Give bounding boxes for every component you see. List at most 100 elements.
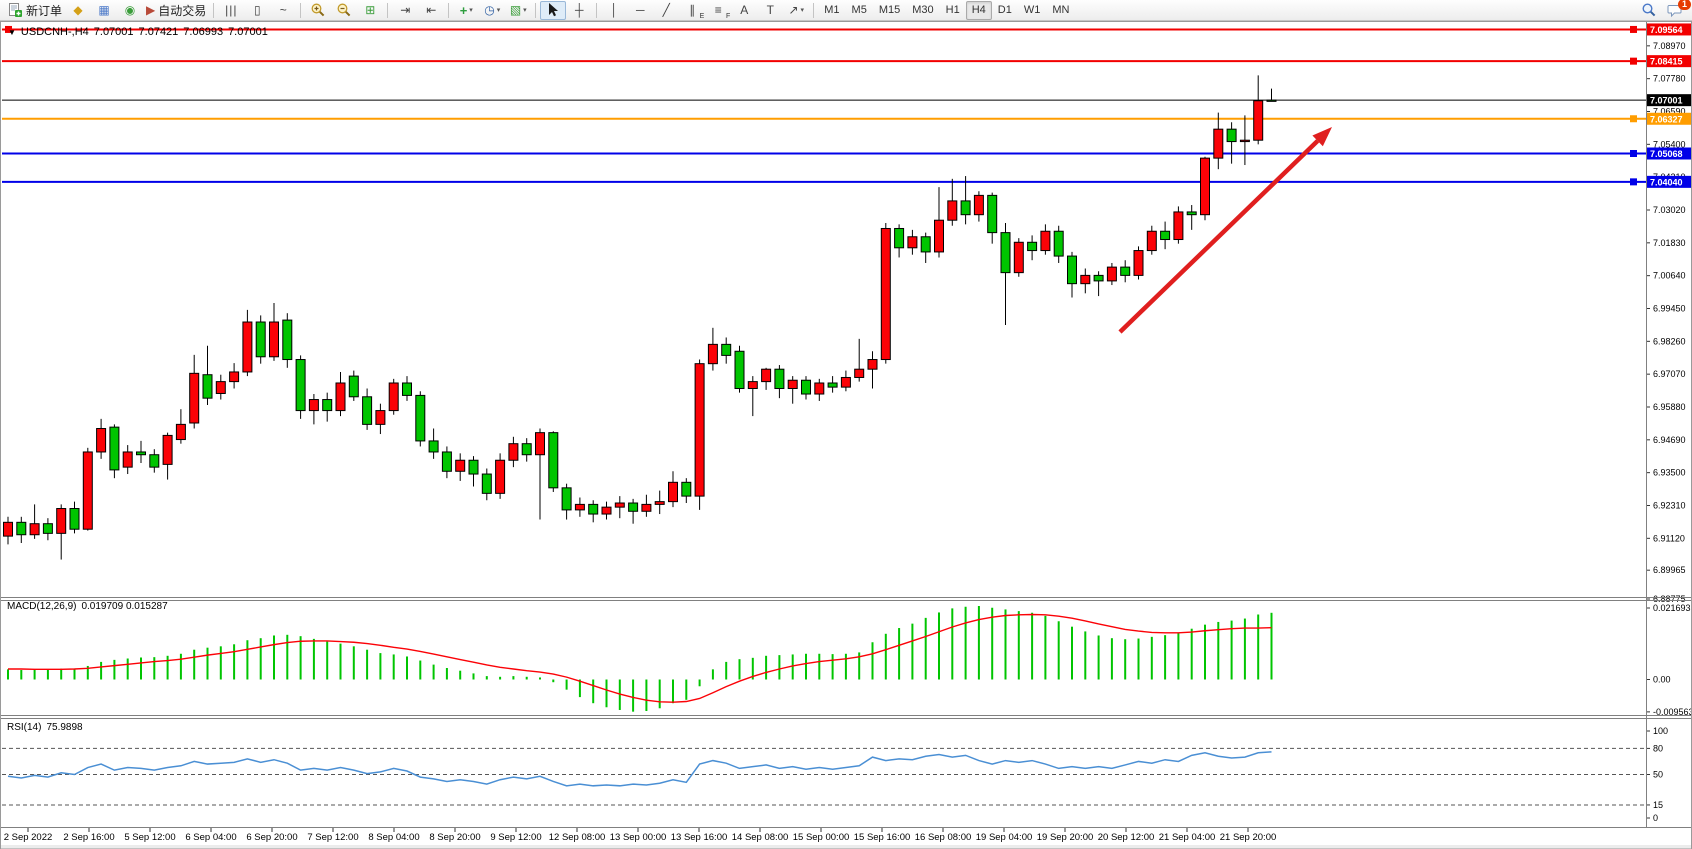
chart-title-overlay: ▼ USDCNH-,H4 7.07001 7.07421 7.06993 7.07001 <box>8 26 273 38</box>
text-label-icon: T <box>766 3 774 17</box>
timeframe-button-m30[interactable]: M30 <box>912 4 934 16</box>
candle-body <box>960 200 971 216</box>
candle-body <box>561 487 572 511</box>
chart-shift-icon: ⇤ <box>426 3 437 17</box>
search-button[interactable] <box>1636 1 1662 20</box>
timeframe-button-d1[interactable]: D1 <box>997 4 1012 16</box>
price-tick-label: 7.00640 <box>1653 271 1686 281</box>
candle-body <box>189 372 200 424</box>
auto-scroll-button[interactable]: ⇥ <box>392 1 418 20</box>
time-tick-label: 7 Sep 12:00 <box>307 832 358 843</box>
price-tick-label: 7.01830 <box>1653 238 1686 248</box>
market-watch-button[interactable]: ◆ <box>65 1 91 20</box>
zoom-out-button[interactable] <box>331 1 357 20</box>
auto-scroll-icon: ⇥ <box>400 3 411 17</box>
candle-body <box>1093 274 1104 282</box>
new-order-button[interactable]: 新订单 <box>4 1 65 20</box>
templates-button[interactable]: ▧ ▾ <box>505 1 531 20</box>
price-chip <box>1647 94 1691 107</box>
toolbar-separator <box>596 2 598 18</box>
candle-body <box>149 454 160 468</box>
candle-body <box>202 374 213 399</box>
trend-arrow-annotation[interactable] <box>1118 139 1320 334</box>
navigator-button[interactable]: ◉ <box>117 1 143 20</box>
candle-body <box>1160 230 1171 241</box>
candle-body <box>801 379 811 395</box>
timeframe-button-m15[interactable]: M15 <box>878 4 901 16</box>
candle-body <box>894 227 905 249</box>
candle-body <box>1173 211 1184 241</box>
price-tick-label: 7.06590 <box>1653 107 1686 117</box>
indicators-button[interactable]: + ▾ <box>453 1 479 20</box>
timeframe-button-w1[interactable]: W1 <box>1023 4 1041 16</box>
chevron-down-icon: ▾ <box>523 7 527 14</box>
candle-body <box>641 503 652 512</box>
toolbar-separator <box>535 2 537 18</box>
candle-body <box>255 321 266 358</box>
crosshair-button[interactable]: ┼ <box>566 1 592 20</box>
candle-body <box>734 350 745 390</box>
resistance-line-2-handle[interactable] <box>1630 57 1637 65</box>
candle-body <box>16 521 27 536</box>
support-line-2-handle[interactable] <box>1630 178 1637 186</box>
autotrading-button[interactable]: ▶ 自动交易 <box>143 1 209 20</box>
rsi-tick-label: 50 <box>1653 770 1663 780</box>
chart-shift-button[interactable]: ⇤ <box>418 1 444 20</box>
candle-body <box>840 376 851 388</box>
timeframe-button-m5[interactable]: M5 <box>851 4 867 16</box>
resistance-line-1-handle-left[interactable] <box>5 25 12 33</box>
time-tick-label: 20 Sep 12:00 <box>1098 832 1155 843</box>
time-axis[interactable]: 2 Sep 2022 2 Sep 16:00 5 Sep 12:00 6 Sep 04… <box>4 827 1277 844</box>
time-tick-label: 2 Sep 2022 <box>4 832 53 843</box>
equidistant-channel-button[interactable]: ∥ E <box>679 1 705 20</box>
notifications-button[interactable]: 1 <box>1662 0 1691 20</box>
text-label-button[interactable]: T <box>757 1 783 20</box>
time-tick-label: 15 Sep 00:00 <box>793 832 850 843</box>
trendline-button[interactable]: ╱ <box>653 1 679 20</box>
bar-chart-button[interactable]: ||| <box>218 1 244 20</box>
resistance-line-1-handle[interactable] <box>1630 25 1637 33</box>
candle-body <box>69 508 80 530</box>
candlestick-button[interactable]: ▯ <box>244 1 270 20</box>
zoom-in-button[interactable] <box>305 1 331 20</box>
candle-body <box>175 423 186 441</box>
fibonacci-button[interactable]: ≡ F <box>705 1 731 20</box>
line-chart-button[interactable]: ~ <box>270 1 296 20</box>
price-tick-label: 7.03020 <box>1653 205 1686 215</box>
candle-body <box>455 459 466 472</box>
data-window-button[interactable]: ▦ <box>91 1 117 20</box>
cursor-button[interactable] <box>540 0 567 20</box>
equidistant-channel-icon-modifier: E <box>699 12 705 20</box>
autotrading-button-label: 自动交易 <box>158 3 207 18</box>
timeframe-button-mn[interactable]: MN <box>1052 4 1070 16</box>
candle-body <box>535 432 545 456</box>
price-axis[interactable]: 7.089707.077807.065907.054007.042107.030… <box>1646 23 1692 823</box>
periods-button[interactable]: ◷ ▾ <box>479 1 505 20</box>
support-line-1-handle[interactable] <box>1630 149 1637 157</box>
candle-body <box>388 382 399 412</box>
candlestick-icon: ▯ <box>253 3 261 17</box>
candle-body <box>415 394 426 442</box>
arrows-button[interactable]: ↗ ▾ <box>783 1 809 20</box>
candle-body <box>282 319 293 361</box>
text-button[interactable]: A <box>731 1 757 20</box>
time-tick-label: 16 Sep 08:00 <box>915 832 972 843</box>
tile-windows-button[interactable]: ⊞ <box>357 1 383 20</box>
timeframe-button-h1[interactable]: H1 <box>945 4 960 16</box>
ohlc-open: 7.07001 <box>93 26 134 38</box>
candle-body <box>136 451 146 456</box>
orange-level-line-handle[interactable] <box>1630 115 1637 123</box>
horizontal-line-button[interactable]: ─ <box>627 1 653 20</box>
price-chip-label: 7.04040 <box>1650 177 1683 187</box>
candle-body <box>122 451 133 468</box>
symbol-dropdown-icon[interactable]: ▼ <box>8 28 16 37</box>
price-tick-label: 6.89965 <box>1653 565 1686 575</box>
macd-tick-label: -0.009563 <box>1653 707 1692 717</box>
vertical-line-icon: │ <box>610 3 619 17</box>
timeframe-button-m1[interactable]: M1 <box>824 4 840 16</box>
vertical-line-button[interactable]: │ <box>601 1 627 20</box>
time-tick-label: 8 Sep 20:00 <box>429 832 480 843</box>
timeframe-button-h4[interactable]: H4 <box>965 0 992 20</box>
rsi-tick-label: 0 <box>1653 813 1658 823</box>
